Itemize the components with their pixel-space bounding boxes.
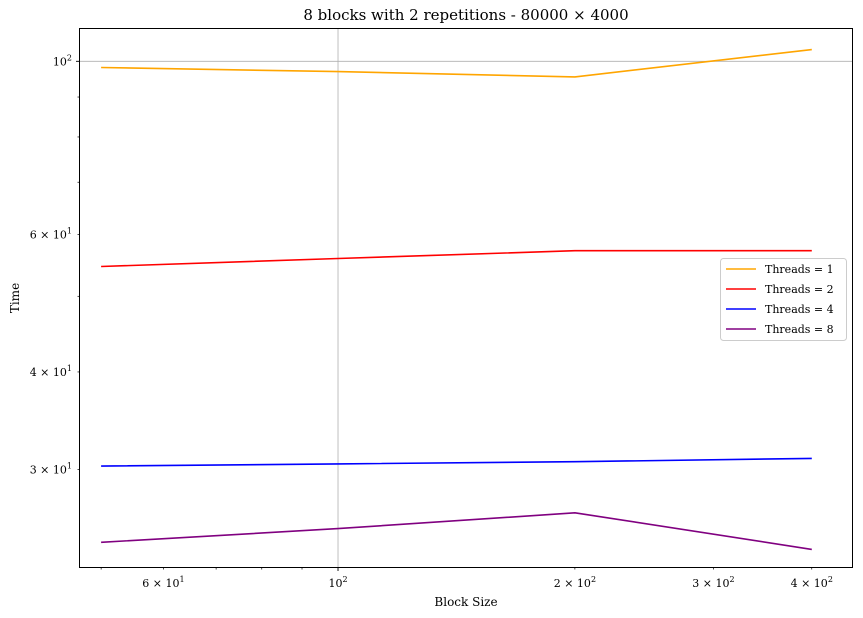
legend-label: Threads = 1: [765, 263, 834, 276]
x-tick-label: 2 × 102: [554, 575, 596, 590]
legend: Threads = 1 Threads = 2 Threads = 4 Threads…: [720, 258, 847, 341]
y-tick-label: 3 × 101: [30, 461, 72, 476]
y-tick-label: 4 × 101: [30, 364, 72, 379]
x-tick-label: 6 × 101: [142, 575, 184, 590]
y-axis-label: Time: [8, 283, 22, 313]
x-tick-label: 4 × 102: [791, 575, 833, 590]
legend-label: Threads = 8: [765, 323, 834, 336]
legend-label: Threads = 2: [765, 283, 834, 296]
legend-label: Threads = 4: [765, 303, 834, 316]
series-layer: [101, 48, 812, 551]
series-line-threads-2: [101, 249, 812, 268]
series-line-threads-4: [101, 457, 812, 467]
y-tick-label: 6 × 101: [30, 226, 72, 241]
series-line-threads-1: [101, 48, 812, 78]
x-axis-label: Block Size: [434, 595, 497, 609]
legend-frame: [720, 258, 847, 341]
grid-layer: [80, 29, 852, 567]
chart-title: 8 blocks with 2 repetitions - 80000 × 40…: [303, 6, 628, 24]
series-line-threads-8: [101, 511, 812, 551]
plot-area-frame: [79, 28, 853, 568]
x-tick-label: 3 × 102: [692, 575, 734, 590]
